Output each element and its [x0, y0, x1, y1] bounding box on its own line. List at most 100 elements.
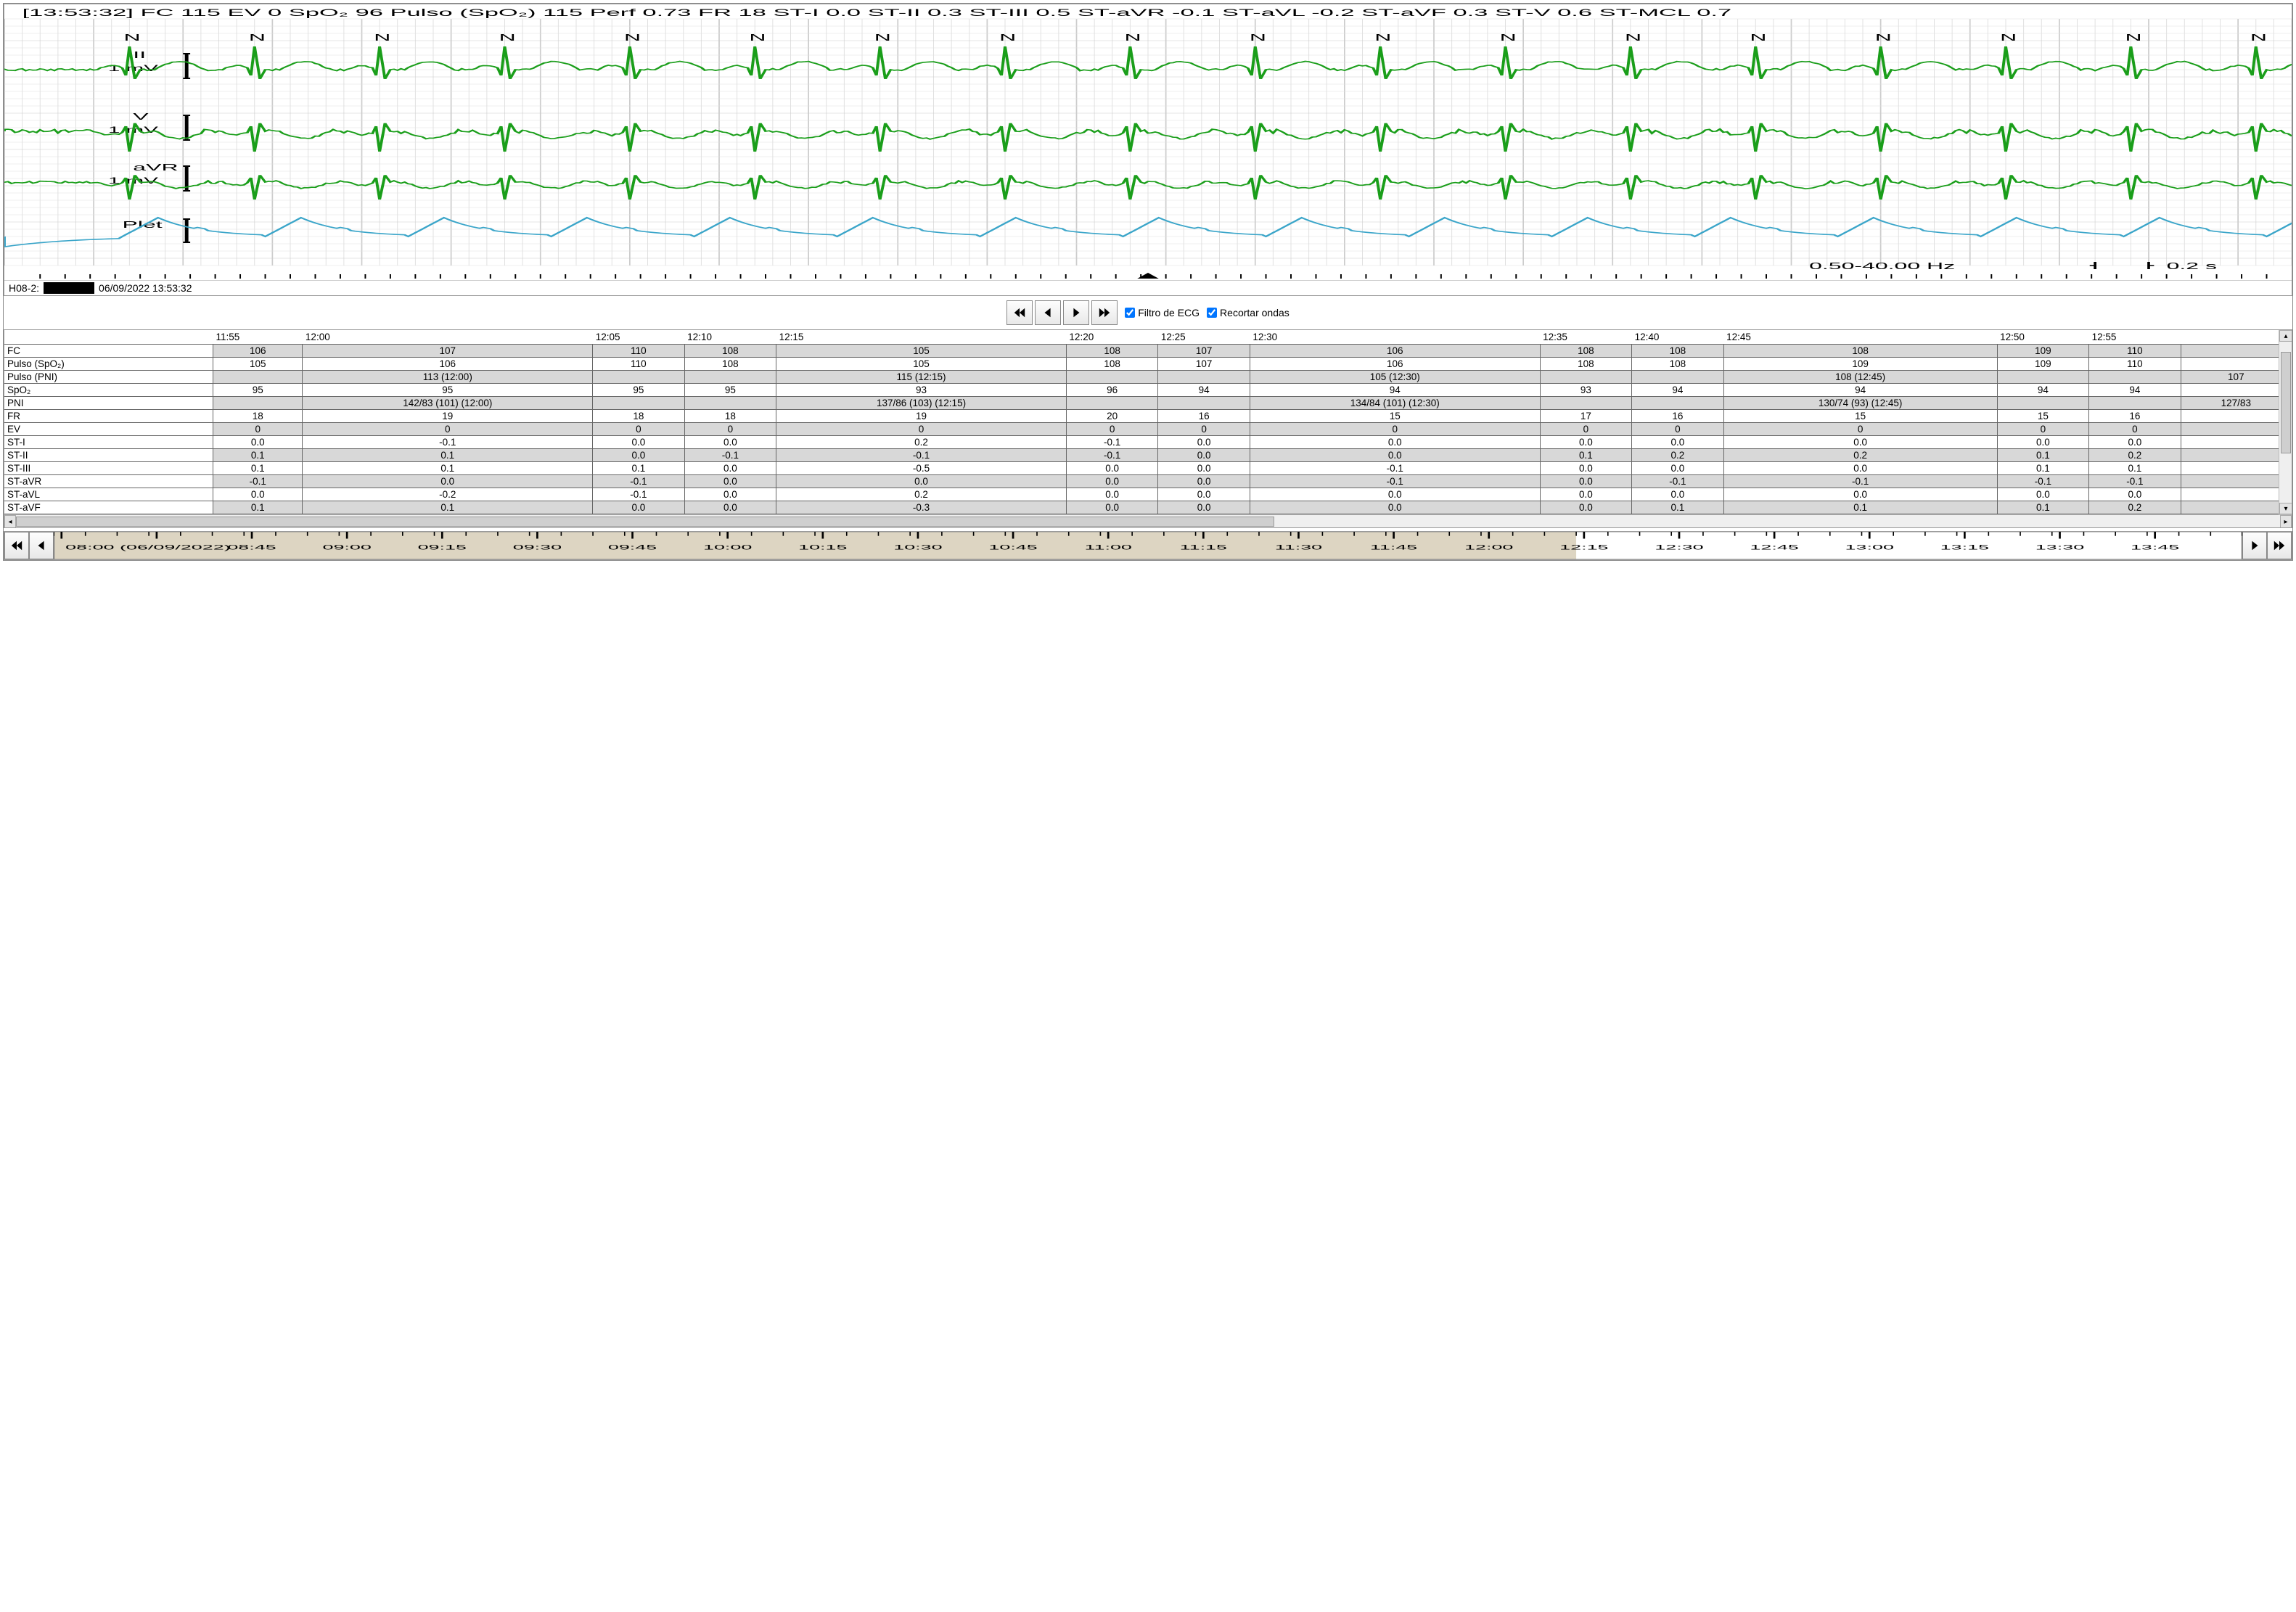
timeline-ruler[interactable]: 08:00 (06/09/2022)08:4509:0009:1509:3009…: [54, 532, 2242, 559]
ecg-filter-checkbox[interactable]: Filtro de ECG: [1125, 307, 1200, 318]
scroll-up-arrow[interactable]: ▴: [2279, 330, 2292, 342]
table-cell: 94: [1250, 384, 1540, 397]
table-cell: 0.0: [593, 501, 684, 514]
table-row: FC10610711010810510810710610810810810911…: [4, 345, 2292, 358]
table-cell: 0.0: [776, 475, 1067, 488]
clip-waves-checkbox[interactable]: Recortar ondas: [1207, 307, 1290, 318]
table-horizontal-scrollbar[interactable]: ◂ ▸: [4, 514, 2292, 527]
table-cell: -0.1: [1723, 475, 1997, 488]
table-cell: 106: [303, 358, 593, 371]
scroll-right-arrow[interactable]: ▸: [2280, 515, 2292, 528]
svg-text:10:45: 10:45: [988, 544, 1037, 551]
table-cell: 0.2: [1723, 449, 1997, 462]
table-cell: 0.1: [1997, 501, 2088, 514]
table-cell: 0.0: [1632, 462, 1723, 475]
table-cell: [1158, 371, 1250, 384]
table-cell: 95: [303, 384, 593, 397]
table-cell: 16: [1158, 410, 1250, 423]
table-cell: [593, 397, 684, 410]
table-cell: 94: [1158, 384, 1250, 397]
table-cell: 106: [213, 345, 303, 358]
rewind-button[interactable]: [1035, 300, 1061, 325]
svg-text:N: N: [124, 33, 141, 43]
table-row: ST-I0.0-0.10.00.00.2-0.10.00.00.00.00.00…: [4, 436, 2292, 449]
horizontal-scroll-thumb[interactable]: [16, 517, 1274, 527]
table-cell: -0.1: [684, 449, 776, 462]
table-cell: [1066, 371, 1157, 384]
table-cell: 127/83: [2181, 397, 2291, 410]
vitals-table-wrap: 11:5512:0012:0512:1012:1512:2012:2512:30…: [4, 329, 2292, 528]
table-cell: 108: [1723, 345, 1997, 358]
timeline-forward-fast-button[interactable]: [2267, 532, 2292, 559]
table-cell: 130/74 (93) (12:45): [1723, 397, 1997, 410]
table-row: ST-II0.10.10.0-0.1-0.1-0.10.00.00.10.20.…: [4, 449, 2292, 462]
table-cell: 0.0: [2089, 488, 2181, 501]
table-cell: [1066, 397, 1157, 410]
time-header: [2181, 330, 2291, 345]
table-cell: [213, 397, 303, 410]
table-cell: [1997, 371, 2088, 384]
table-cell: 0.1: [213, 501, 303, 514]
forward-button[interactable]: [1063, 300, 1089, 325]
table-cell: 0: [1632, 423, 1723, 436]
table-cell: 0.0: [1158, 475, 1250, 488]
time-header: 12:40: [1632, 330, 1723, 345]
table-cell: -0.1: [2089, 475, 2181, 488]
table-cell: 0.1: [303, 449, 593, 462]
table-cell: 16: [1632, 410, 1723, 423]
svg-text:N: N: [2125, 33, 2142, 43]
table-cell: 108: [1066, 345, 1157, 358]
vertical-scroll-thumb[interactable]: [2281, 352, 2291, 453]
table-cell: 0.0: [1250, 436, 1540, 449]
table-cell: -0.1: [593, 475, 684, 488]
svg-text:N: N: [874, 33, 891, 43]
table-cell: 0: [1066, 423, 1157, 436]
table-cell: 0.1: [1723, 501, 1997, 514]
svg-text:Plet: Plet: [123, 220, 163, 230]
scroll-left-arrow[interactable]: ◂: [4, 515, 16, 528]
waveform-panel: [13:53:32] FC 115 EV 0 SpO₂ 96 Pulso (Sp…: [4, 4, 2292, 296]
table-cell: 115 (12:15): [776, 371, 1067, 384]
clip-waves-input[interactable]: [1207, 308, 1217, 318]
table-cell: -0.1: [1066, 436, 1157, 449]
table-row: ST-aVL0.0-0.2-0.10.00.20.00.00.00.00.00.…: [4, 488, 2292, 501]
timeline-rewind-fast-button[interactable]: [4, 532, 29, 559]
table-cell: 0.0: [1066, 488, 1157, 501]
rewind-fast-button[interactable]: [1006, 300, 1033, 325]
svg-text:[13:53:32] FC 115 EV 0 SpO₂: [13:53:32] FC 115 EV 0 SpO₂ 96 Pulso (Sp…: [22, 7, 1732, 18]
svg-text:11:15: 11:15: [1180, 544, 1227, 551]
table-vertical-scrollbar[interactable]: ▴ ▾: [2279, 330, 2292, 514]
timeline-forward-button[interactable]: [2242, 532, 2267, 559]
svg-text:09:30: 09:30: [513, 544, 562, 551]
forward-fast-button[interactable]: [1091, 300, 1118, 325]
table-cell: 0.0: [1158, 436, 1250, 449]
scroll-down-arrow[interactable]: ▾: [2279, 503, 2292, 514]
table-cell: 108: [1066, 358, 1157, 371]
row-label: SpO₂: [4, 384, 213, 397]
table-row: PNI142/83 (101) (12:00)137/86 (103) (12:…: [4, 397, 2292, 410]
row-label: ST-I: [4, 436, 213, 449]
timeline-rewind-button[interactable]: [29, 532, 54, 559]
table-cell: 0.2: [776, 436, 1067, 449]
table-cell: -0.3: [776, 501, 1067, 514]
svg-text:13:00: 13:00: [1845, 544, 1894, 551]
table-cell: -0.1: [1632, 475, 1723, 488]
table-cell: 0.0: [1066, 475, 1157, 488]
playback-controls: Filtro de ECG Recortar ondas: [4, 296, 2292, 329]
waveform-datetime: 06/09/2022 13:53:32: [99, 282, 192, 294]
table-cell: 16: [2089, 410, 2181, 423]
ecg-filter-input[interactable]: [1125, 308, 1135, 318]
table-row: FR18191818192016151716151516: [4, 410, 2292, 423]
table-cell: 0.1: [213, 462, 303, 475]
svg-text:N: N: [1250, 33, 1266, 43]
bed-label: H08-2:: [9, 282, 39, 294]
row-label: PNI: [4, 397, 213, 410]
row-label: Pulso (SpO₂): [4, 358, 213, 371]
table-cell: 105: [776, 358, 1067, 371]
svg-text:09:45: 09:45: [608, 544, 657, 551]
table-cell: 110: [593, 345, 684, 358]
table-cell: 0.0: [1250, 501, 1540, 514]
table-cell: 134/84 (101) (12:30): [1250, 397, 1540, 410]
svg-text:N: N: [1875, 33, 1892, 43]
table-cell: 110: [593, 358, 684, 371]
